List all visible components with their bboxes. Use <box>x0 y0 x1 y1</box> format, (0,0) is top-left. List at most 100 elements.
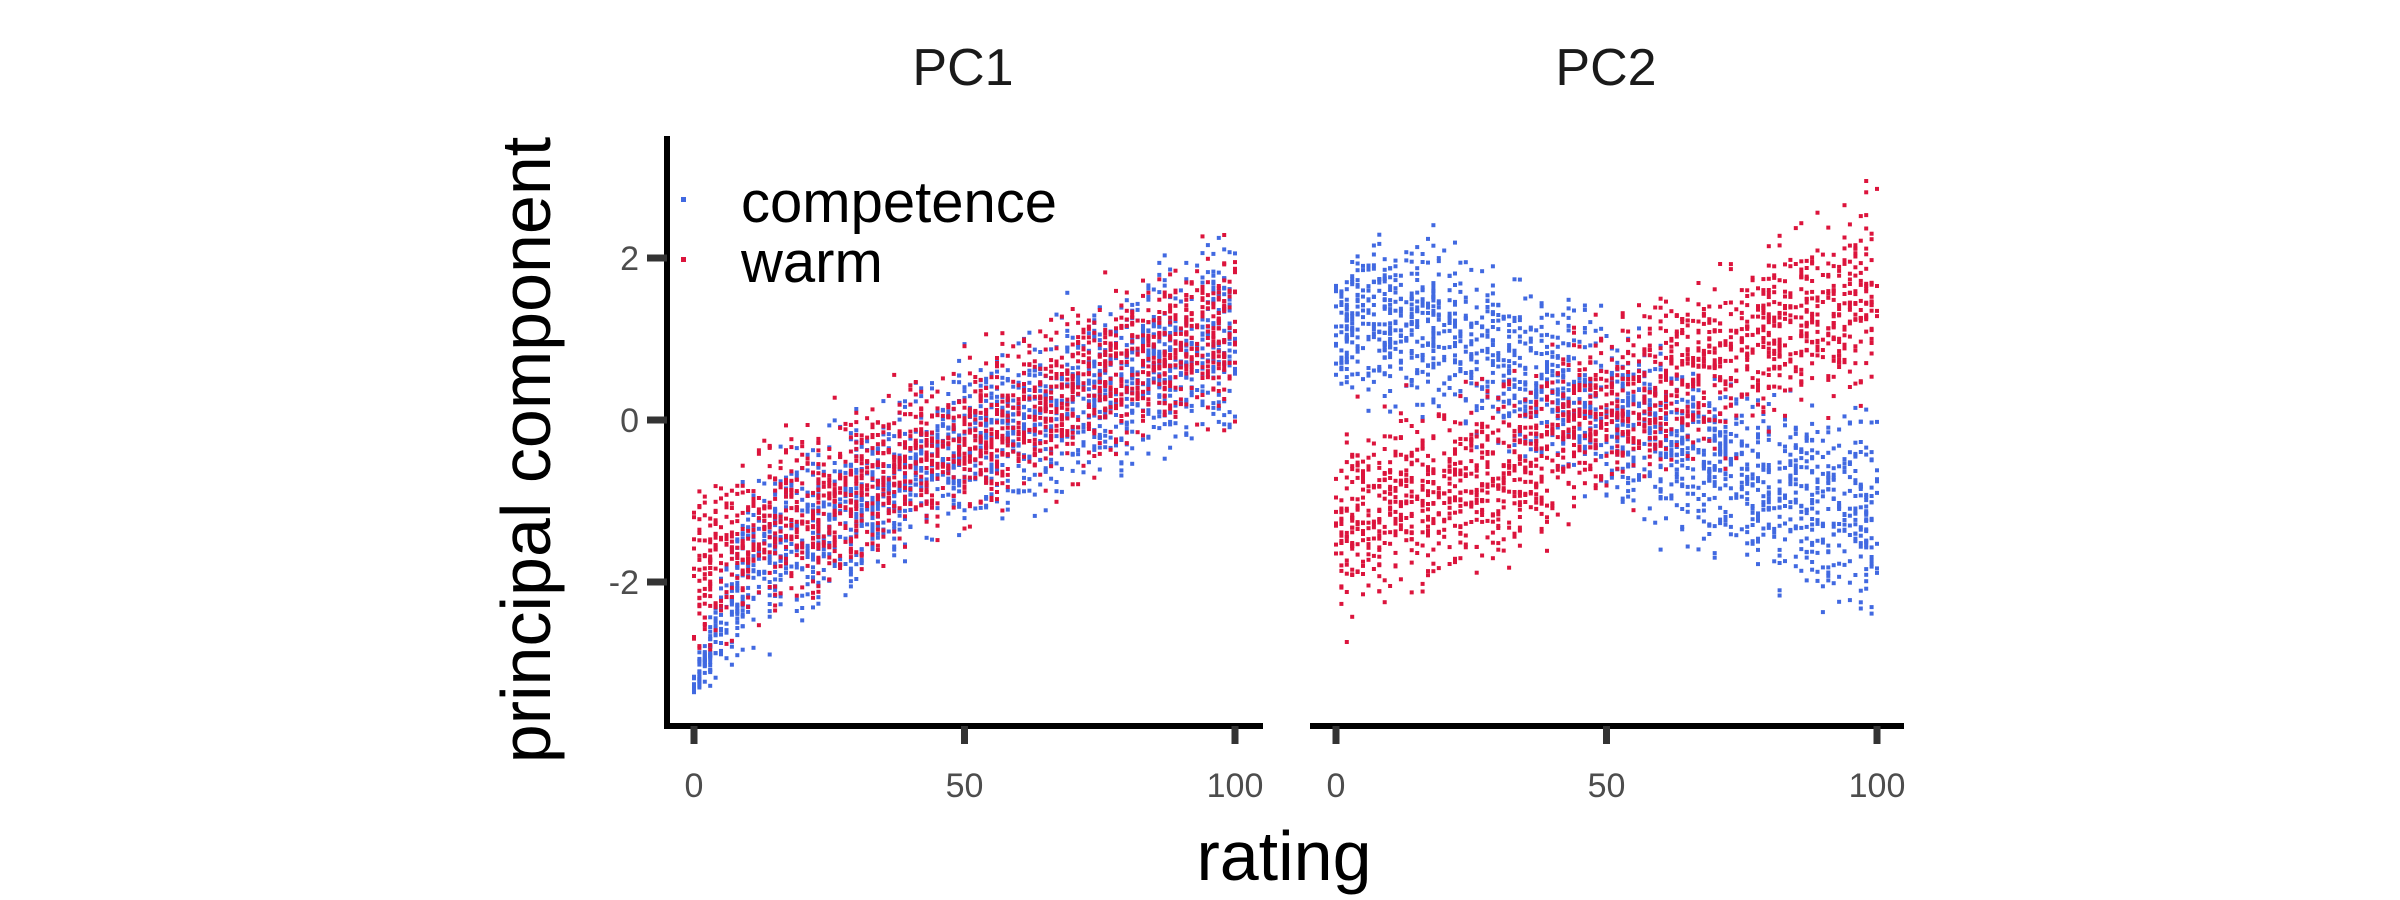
point-warm <box>1038 366 1043 371</box>
point-competence <box>1366 308 1371 313</box>
point-warm <box>702 615 707 620</box>
point-competence <box>1799 447 1804 452</box>
point-warm <box>951 415 956 420</box>
point-competence <box>1793 443 1798 448</box>
point-competence <box>1000 353 1005 358</box>
point-competence <box>1793 554 1798 559</box>
point-warm <box>740 601 745 606</box>
point-competence <box>1032 423 1037 428</box>
point-competence <box>1545 351 1549 356</box>
point-warm <box>1022 397 1026 402</box>
point-competence <box>1032 368 1037 373</box>
point-warm <box>875 497 880 502</box>
point-warm <box>816 560 821 565</box>
point-warm <box>1222 233 1227 237</box>
point-competence <box>1431 223 1436 228</box>
point-warm <box>1200 314 1205 319</box>
point-warm <box>1205 375 1210 380</box>
point-warm <box>1049 464 1054 469</box>
point-competence <box>1097 368 1102 373</box>
point-competence <box>1049 347 1054 352</box>
point-competence <box>1626 395 1631 400</box>
point-warm <box>1168 315 1173 320</box>
point-competence <box>1130 381 1135 386</box>
point-competence <box>1831 475 1836 480</box>
point-competence <box>784 500 788 505</box>
point-warm <box>784 481 788 486</box>
point-warm <box>859 567 864 572</box>
point-competence <box>1615 360 1620 365</box>
point-warm <box>973 457 978 462</box>
point-warm <box>773 476 778 481</box>
point-warm <box>1086 350 1091 355</box>
point-warm <box>724 562 729 567</box>
point-competence <box>1517 326 1522 331</box>
point-competence <box>827 512 832 517</box>
point-competence <box>1561 312 1566 317</box>
point-warm <box>924 443 929 448</box>
point-competence <box>1233 349 1237 354</box>
point-warm <box>1076 341 1081 345</box>
point-competence <box>1599 303 1604 308</box>
point-warm <box>1211 291 1216 296</box>
point-warm <box>935 406 940 411</box>
point-warm <box>756 448 761 453</box>
point-warm <box>1141 293 1145 298</box>
point-competence <box>1344 287 1349 292</box>
point-warm <box>1222 354 1227 359</box>
point-competence <box>1523 380 1528 385</box>
point-warm <box>989 427 994 432</box>
point-competence <box>1173 328 1178 333</box>
point-competence <box>1388 321 1393 326</box>
point-competence <box>1334 343 1338 348</box>
point-competence <box>1409 314 1414 319</box>
point-competence <box>821 568 826 572</box>
point-competence <box>1864 517 1869 522</box>
point-warm <box>708 540 713 545</box>
point-competence <box>1815 550 1820 555</box>
point-warm <box>913 446 918 451</box>
point-competence <box>1793 497 1798 502</box>
point-warm <box>838 473 843 478</box>
point-competence <box>1842 528 1847 533</box>
point-competence <box>1620 399 1625 403</box>
point-warm <box>811 516 815 521</box>
point-competence <box>1086 331 1091 336</box>
point-warm <box>1103 331 1108 336</box>
point-warm <box>995 481 999 486</box>
point-competence <box>1664 455 1668 459</box>
point-warm <box>995 490 999 494</box>
point-competence <box>903 474 907 479</box>
point-warm <box>897 442 902 447</box>
point-competence <box>1227 297 1232 302</box>
point-competence <box>978 368 983 373</box>
point-warm <box>1216 403 1221 408</box>
point-warm <box>875 547 880 552</box>
point-competence <box>1409 383 1414 388</box>
point-warm <box>740 527 745 531</box>
point-warm <box>789 437 794 442</box>
point-warm <box>713 518 718 523</box>
point-competence <box>1723 395 1728 400</box>
point-competence <box>719 586 723 591</box>
point-competence <box>913 493 918 498</box>
point-competence <box>827 552 832 557</box>
point-competence <box>946 392 951 396</box>
point-warm <box>1114 351 1118 356</box>
point-competence <box>719 576 723 581</box>
point-warm <box>1022 436 1026 441</box>
point-warm <box>859 476 864 481</box>
point-warm <box>984 480 989 485</box>
point-competence <box>1658 495 1663 499</box>
point-competence <box>957 373 962 378</box>
point-competence <box>951 486 956 490</box>
point-competence <box>1566 315 1571 320</box>
point-competence <box>1409 295 1414 300</box>
point-competence <box>1507 314 1512 319</box>
point-warm <box>870 433 875 437</box>
point-competence <box>1366 321 1371 326</box>
point-warm <box>859 454 864 459</box>
point-competence <box>1858 541 1863 546</box>
point-competence <box>1582 330 1587 335</box>
point-warm <box>789 487 794 492</box>
